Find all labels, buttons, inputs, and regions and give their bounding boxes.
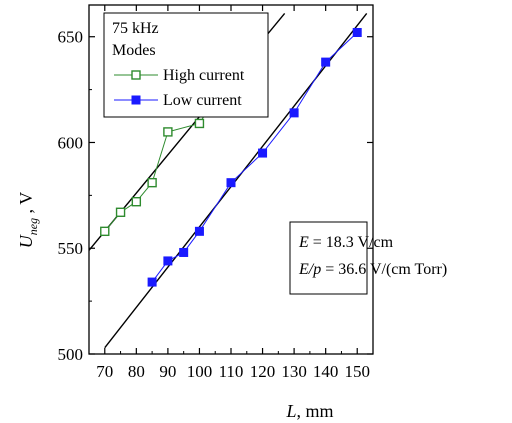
field-annotation: E = 18.3 V/cm E/p = 36.6 V/(cm Torr) <box>289 221 447 295</box>
data-point-low-current <box>321 57 331 67</box>
data-point-high-current <box>194 118 205 129</box>
x-tick-label: 150 <box>344 362 370 381</box>
x-tick-label: 130 <box>281 362 307 381</box>
data-point-high-current <box>147 177 157 188</box>
legend-entry-low-current: Low current <box>114 92 242 109</box>
x-tick-label: 100 <box>187 362 213 381</box>
y-tick-label: 600 <box>58 133 84 152</box>
legend-title-frequency: 75 kHz <box>112 20 159 37</box>
legend: 75 kHz Modes High current Low current <box>103 12 269 118</box>
data-point-high-current <box>163 127 173 137</box>
legend-high-label: High current <box>163 67 245 84</box>
y-tick-label: 650 <box>58 28 84 47</box>
x-tick-label: 110 <box>219 362 244 381</box>
y-axis: 500 550 600 650 <box>58 28 373 364</box>
y-tick-label: 550 <box>58 239 84 258</box>
data-point-high-current <box>131 197 142 207</box>
y-tick-label: 500 <box>58 345 84 364</box>
legend-low-label: Low current <box>163 92 242 109</box>
data-point-low-current <box>289 108 299 118</box>
annotation-box <box>289 221 368 295</box>
y-axis-title: Uneg , V <box>16 192 40 249</box>
data-point-low-current <box>352 27 362 37</box>
data-point-low-current <box>194 226 204 236</box>
data-point-low-current <box>147 277 157 287</box>
x-axis-title: L, mm <box>285 401 333 421</box>
x-tick-label: 120 <box>250 362 276 381</box>
legend-title-modes: Modes <box>112 42 156 59</box>
x-tick-label: 90 <box>159 362 176 381</box>
x-axis: 70 80 90 100 110 120 130 140 150 <box>88 5 374 381</box>
data-point-low-current <box>226 178 236 188</box>
data-point-high-current <box>100 226 110 237</box>
x-tick-label: 80 <box>128 362 145 381</box>
data-point-low-current <box>179 247 189 257</box>
data-point-high-current <box>115 207 126 217</box>
legend-entry-high-current: High current <box>114 67 245 84</box>
annotation-ep: E/p = 36.6 V/(cm Torr) <box>298 261 447 278</box>
legend-high-marker <box>131 70 141 80</box>
x-tick-label: 140 <box>313 362 339 381</box>
annotation-e: E = 18.3 V/cm <box>298 234 394 251</box>
data-point-low-current <box>163 256 173 266</box>
x-tick-label: 70 <box>96 362 113 381</box>
data-point-low-current <box>258 148 268 158</box>
legend-low-marker <box>131 95 141 105</box>
fit-line-2 <box>104 13 368 349</box>
